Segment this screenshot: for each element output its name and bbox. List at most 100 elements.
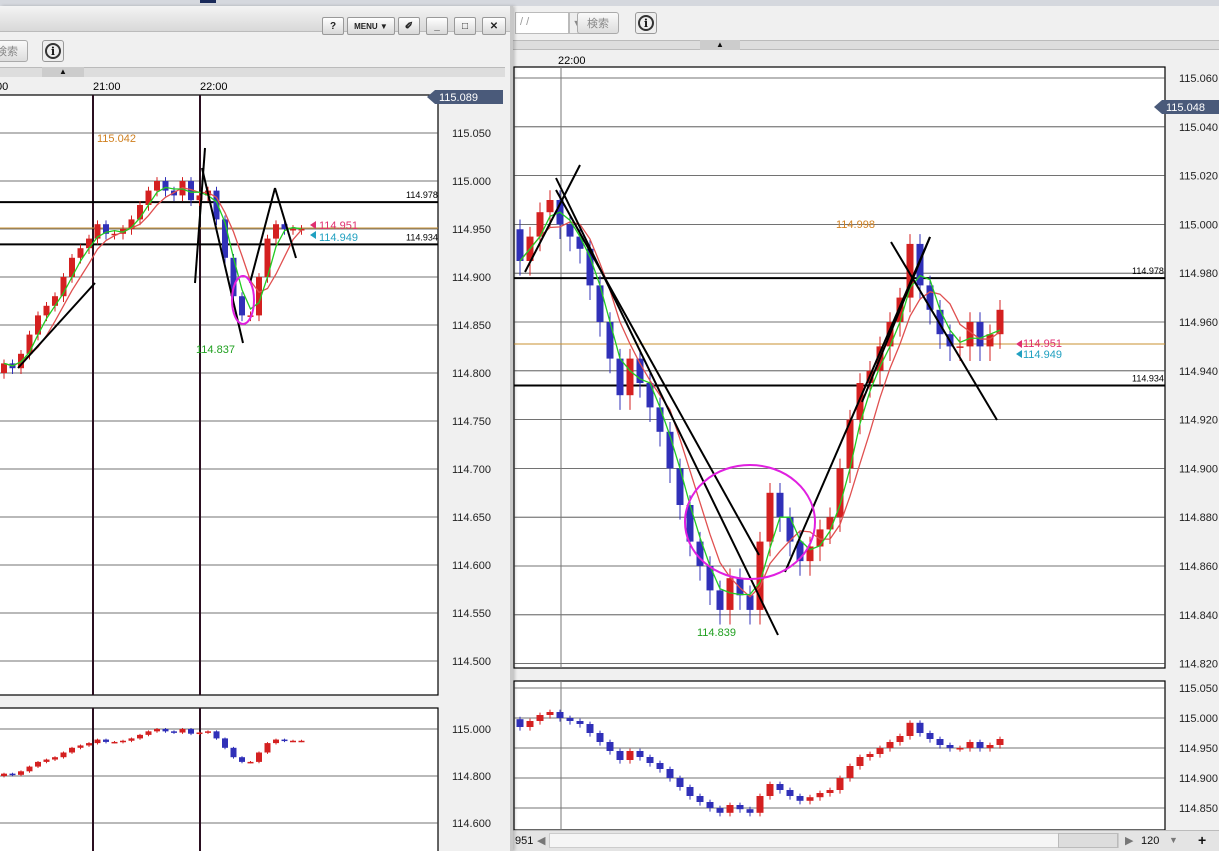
candle-down (566, 224, 574, 237)
candle-down (576, 236, 584, 249)
price-axis-label: 114.950 (452, 224, 491, 236)
candle-up (846, 766, 854, 778)
panel-collapse-bar[interactable] (513, 40, 1219, 50)
candle-up (886, 742, 894, 748)
candle-up (996, 739, 1004, 745)
candle-up (806, 546, 814, 562)
candle-down (716, 590, 724, 610)
current-price-text: 115.089 (439, 92, 478, 104)
price-axis-label: 114.800 (452, 368, 491, 380)
price-axis-label: 114.600 (452, 560, 491, 572)
candle-up (256, 277, 262, 316)
menu-button[interactable]: MENU ▼ (347, 17, 395, 35)
candle-down (776, 784, 784, 790)
minimize-button[interactable]: _ (426, 17, 448, 35)
candle-up (145, 190, 152, 205)
candle-up (60, 277, 67, 297)
candle-up (52, 757, 58, 760)
candle-down (796, 541, 804, 562)
candle-down (736, 805, 744, 810)
scroll-left-button[interactable]: ◀ (537, 835, 546, 847)
pin-button[interactable]: ✐ (398, 17, 420, 35)
right-sub-chart[interactable]: 115.050 115.000 114.950 114.900 114.850 (513, 678, 1219, 830)
zoom-in-button[interactable]: + (1198, 832, 1207, 848)
candle-down (786, 790, 794, 796)
bars-dropdown-icon[interactable]: ▼ (1169, 835, 1178, 845)
candle-up (264, 743, 271, 753)
bars-count-select[interactable]: 120 (1141, 835, 1160, 847)
candle-up (1, 363, 7, 373)
highlight-circle (231, 275, 255, 325)
candle-up (43, 305, 50, 316)
price-axis-label: 114.950 (1179, 743, 1218, 755)
price-axis-label: 115.020 (1179, 171, 1218, 183)
candle-up (896, 736, 904, 742)
left-main-chart[interactable]: 00 21:00 22:00 115.050 115.000 114.950 114.900… (0, 78, 508, 698)
candle-up (196, 732, 203, 735)
title-bar[interactable]: ? MENU ▼ ✐ _ □ ✕ (0, 6, 510, 35)
candle-down (676, 778, 684, 787)
horizontal-scrollbar[interactable] (549, 833, 1119, 848)
candle-up (298, 740, 305, 743)
current-price-tag (427, 90, 503, 104)
candle-up (35, 315, 41, 335)
date-field[interactable]: / / (515, 12, 569, 34)
info-button[interactable]: i (42, 40, 64, 62)
time-label: 21:00 (93, 81, 121, 93)
current-price-text: 115.048 (1166, 102, 1205, 114)
candle-up (273, 739, 279, 744)
ma-slow-line (519, 221, 1001, 598)
maximize-button[interactable]: □ (454, 17, 476, 35)
left-sub-chart[interactable]: 115.000 114.800 114.600 (0, 706, 508, 851)
bid-label: 114.951 (319, 220, 358, 232)
right-footer: 951 ◀ ▶ 120 ▼ + (513, 830, 1219, 851)
candle-up (766, 492, 774, 542)
help-button[interactable]: ? (322, 17, 344, 35)
panel-collapse-bar[interactable] (0, 67, 505, 77)
candle-down (171, 731, 177, 733)
low-label: 114.837 (196, 344, 235, 356)
collapse-toggle[interactable]: ▲ (700, 40, 740, 50)
candle-up (536, 715, 544, 721)
collapse-toggle[interactable]: ▲ (42, 67, 84, 77)
search-button[interactable]: 検索 (577, 12, 619, 34)
scrollbar-thumb[interactable] (1058, 833, 1118, 848)
search-button[interactable]: 検索 (0, 40, 28, 62)
ask-label: 114.949 (319, 232, 358, 244)
right-main-chart[interactable]: 22:00 115.060 115.040 115.020 115.000 114.980… (513, 50, 1219, 670)
price-axis-label: 114.880 (1179, 512, 1218, 524)
candle-up (196, 195, 203, 201)
trend-line (784, 236, 931, 573)
price-axis-label: 114.840 (1179, 610, 1218, 622)
price-axis-label: 115.050 (1179, 683, 1218, 695)
plot-area (0, 94, 439, 696)
time-label: 00 (0, 81, 8, 93)
candle-down (936, 309, 944, 335)
info-icon: i (638, 15, 654, 31)
price-axis-label: 114.650 (452, 512, 491, 524)
candle-down (281, 224, 288, 229)
candle-down (239, 296, 245, 316)
price-axis-label: 114.800 (452, 771, 491, 783)
candle-up (137, 205, 143, 220)
scroll-right-button[interactable]: ▶ (1125, 835, 1134, 847)
candle-up (120, 740, 126, 743)
bid-marker (310, 221, 316, 229)
close-button[interactable]: ✕ (482, 17, 506, 35)
candle-up (996, 309, 1004, 335)
info-button[interactable]: i (635, 12, 657, 34)
trend-line (555, 189, 760, 556)
candle-down (606, 322, 614, 359)
price-axis-label: 114.920 (1179, 415, 1218, 427)
candle-up (290, 740, 296, 743)
candle-down (222, 738, 228, 748)
price-axis-label: 114.750 (452, 416, 491, 428)
price-axis-label: 115.000 (452, 176, 491, 188)
price-axis-label: 114.700 (452, 464, 491, 476)
candle-up (836, 468, 844, 518)
candle-down (586, 724, 594, 733)
candle-up (77, 248, 84, 258)
candle-up (626, 751, 634, 760)
low-label: 114.839 (697, 627, 736, 639)
high-label: 114.998 (836, 219, 875, 231)
